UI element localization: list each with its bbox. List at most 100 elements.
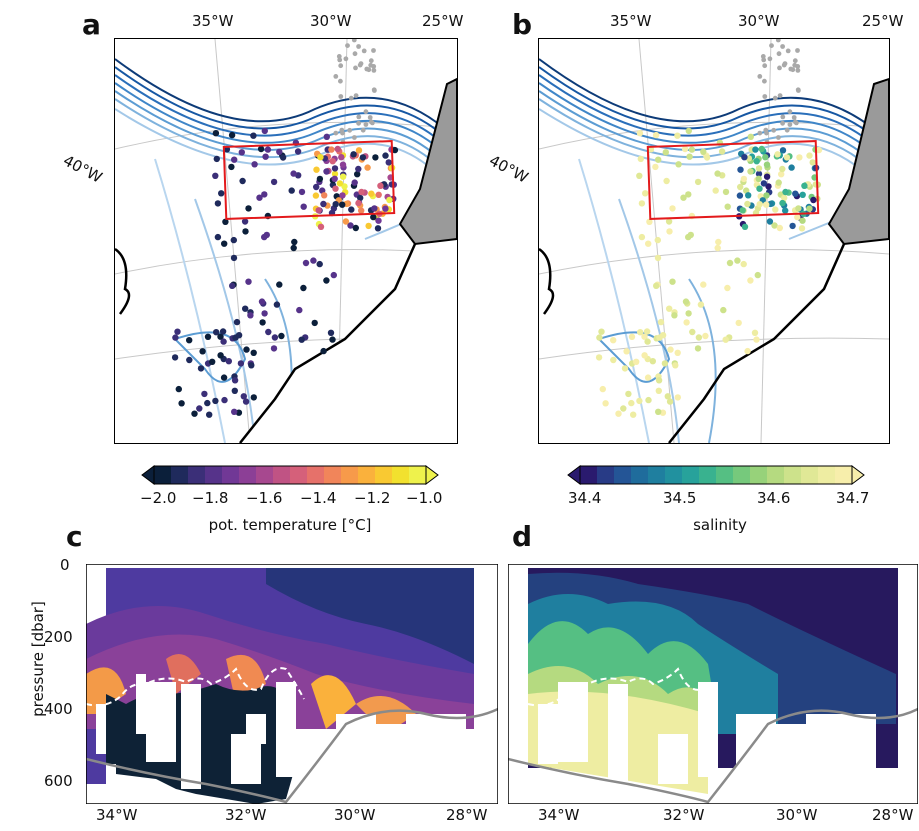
map-b-station — [628, 399, 635, 407]
map-b-tick-35w: 35°W — [610, 12, 652, 30]
map-b-station-gray — [777, 93, 783, 98]
map-b — [538, 38, 890, 444]
map-b-station — [714, 170, 721, 177]
map-a-station-gray — [356, 114, 362, 120]
map-b-station — [644, 374, 652, 381]
panel-letter-b: b — [512, 8, 533, 41]
map-a-station-gray — [333, 130, 339, 136]
map-a-station — [250, 132, 257, 139]
map-b-station — [726, 259, 734, 267]
map-b-station-gray — [790, 67, 796, 73]
map-a-station — [339, 173, 347, 180]
map-a-station — [213, 155, 220, 163]
map-a-station-gray — [371, 48, 376, 53]
map-b-station — [795, 205, 802, 212]
map-b-station — [755, 170, 763, 178]
map-a-station — [196, 405, 203, 412]
map-a-station — [385, 159, 392, 166]
map-b-station — [636, 172, 643, 179]
map-a-station — [250, 394, 257, 401]
map-a-station — [290, 244, 297, 252]
map-a-station — [197, 365, 205, 372]
map-a-station — [339, 161, 347, 168]
map-a-station — [220, 338, 227, 345]
map-a-station-gray — [338, 63, 344, 69]
c-xtick-28w: 28°W — [446, 806, 488, 824]
map-b-station — [649, 358, 656, 365]
map-a-station — [316, 260, 323, 268]
map-a-station — [382, 205, 389, 212]
map-b-station — [644, 338, 651, 345]
map-a-station — [382, 152, 389, 159]
map-a-station — [191, 410, 198, 417]
map-b-station — [775, 179, 782, 186]
map-a-station — [329, 336, 336, 343]
map-b-station — [809, 159, 816, 166]
map-a-coastline — [115, 77, 457, 443]
cbar-temp-segment — [273, 466, 291, 484]
map-a — [114, 38, 458, 444]
cbar-sal-segment — [733, 466, 751, 484]
map-a-station — [257, 145, 265, 153]
colorbar-salinity-label: salinity — [693, 516, 747, 534]
map-a-station — [341, 183, 348, 190]
map-b-station — [598, 328, 605, 335]
map-a-station-gray — [367, 115, 373, 120]
map-b-station-gray — [792, 58, 798, 64]
map-a-station-gray — [371, 64, 377, 69]
map-b-station — [741, 154, 748, 161]
map-b-station — [643, 328, 651, 335]
section-c-seafloor — [86, 707, 498, 804]
map-a-station-gray — [338, 94, 344, 99]
map-b-station — [636, 397, 643, 405]
map-b-station — [752, 146, 759, 153]
map-a-station — [311, 319, 318, 327]
map-b-station-gray — [762, 78, 767, 84]
map-a-station — [218, 190, 225, 197]
map-a-station — [298, 336, 305, 343]
map-b-station — [675, 161, 682, 168]
cbar-temp-segment — [307, 466, 325, 484]
map-b-station — [680, 194, 687, 201]
map-b-station — [735, 319, 742, 327]
map-a-station — [323, 133, 330, 140]
map-a-station — [288, 187, 295, 194]
map-b-station — [615, 410, 622, 417]
d-xtick-32w: 32°W — [663, 806, 705, 824]
map-b-station — [681, 145, 689, 153]
map-a-station-gray — [338, 78, 343, 84]
map-a-station — [248, 362, 255, 369]
cbar-temp-extend-high — [425, 465, 439, 485]
map-b-station — [685, 191, 692, 198]
map-b-station-gray — [795, 48, 800, 53]
map-b-station-gray — [762, 63, 768, 69]
map-a-station — [320, 200, 327, 208]
map-b-station — [714, 244, 721, 252]
map-b-station-gray — [795, 64, 801, 69]
map-a-station-gray — [333, 74, 339, 79]
map-b-station — [595, 354, 603, 361]
map-b-station — [645, 396, 652, 404]
map-a-station — [231, 377, 239, 384]
map-b-station-gray — [760, 54, 766, 59]
map-b-station — [737, 183, 744, 191]
map-b-station — [747, 277, 754, 284]
map-b-station-gray — [787, 109, 793, 115]
map-a-station — [296, 306, 303, 314]
map-a-station-gray — [345, 43, 350, 48]
map-a-station-gray — [372, 88, 377, 93]
map-b-station — [760, 180, 768, 187]
map-a-station — [331, 170, 339, 178]
map-b-station — [636, 130, 644, 137]
map-a-station — [270, 178, 278, 186]
map-a-station-gray — [360, 127, 366, 133]
map-b-station — [674, 394, 681, 401]
cbar-sal-segment — [767, 466, 785, 484]
map-b-station — [815, 146, 823, 154]
cbar-sal-segment — [801, 466, 819, 484]
map-b-station — [794, 213, 801, 221]
map-b-station — [762, 154, 769, 161]
map-a-station — [245, 205, 252, 212]
cbar-temp-segment — [154, 466, 172, 484]
map-b-station — [799, 217, 806, 224]
